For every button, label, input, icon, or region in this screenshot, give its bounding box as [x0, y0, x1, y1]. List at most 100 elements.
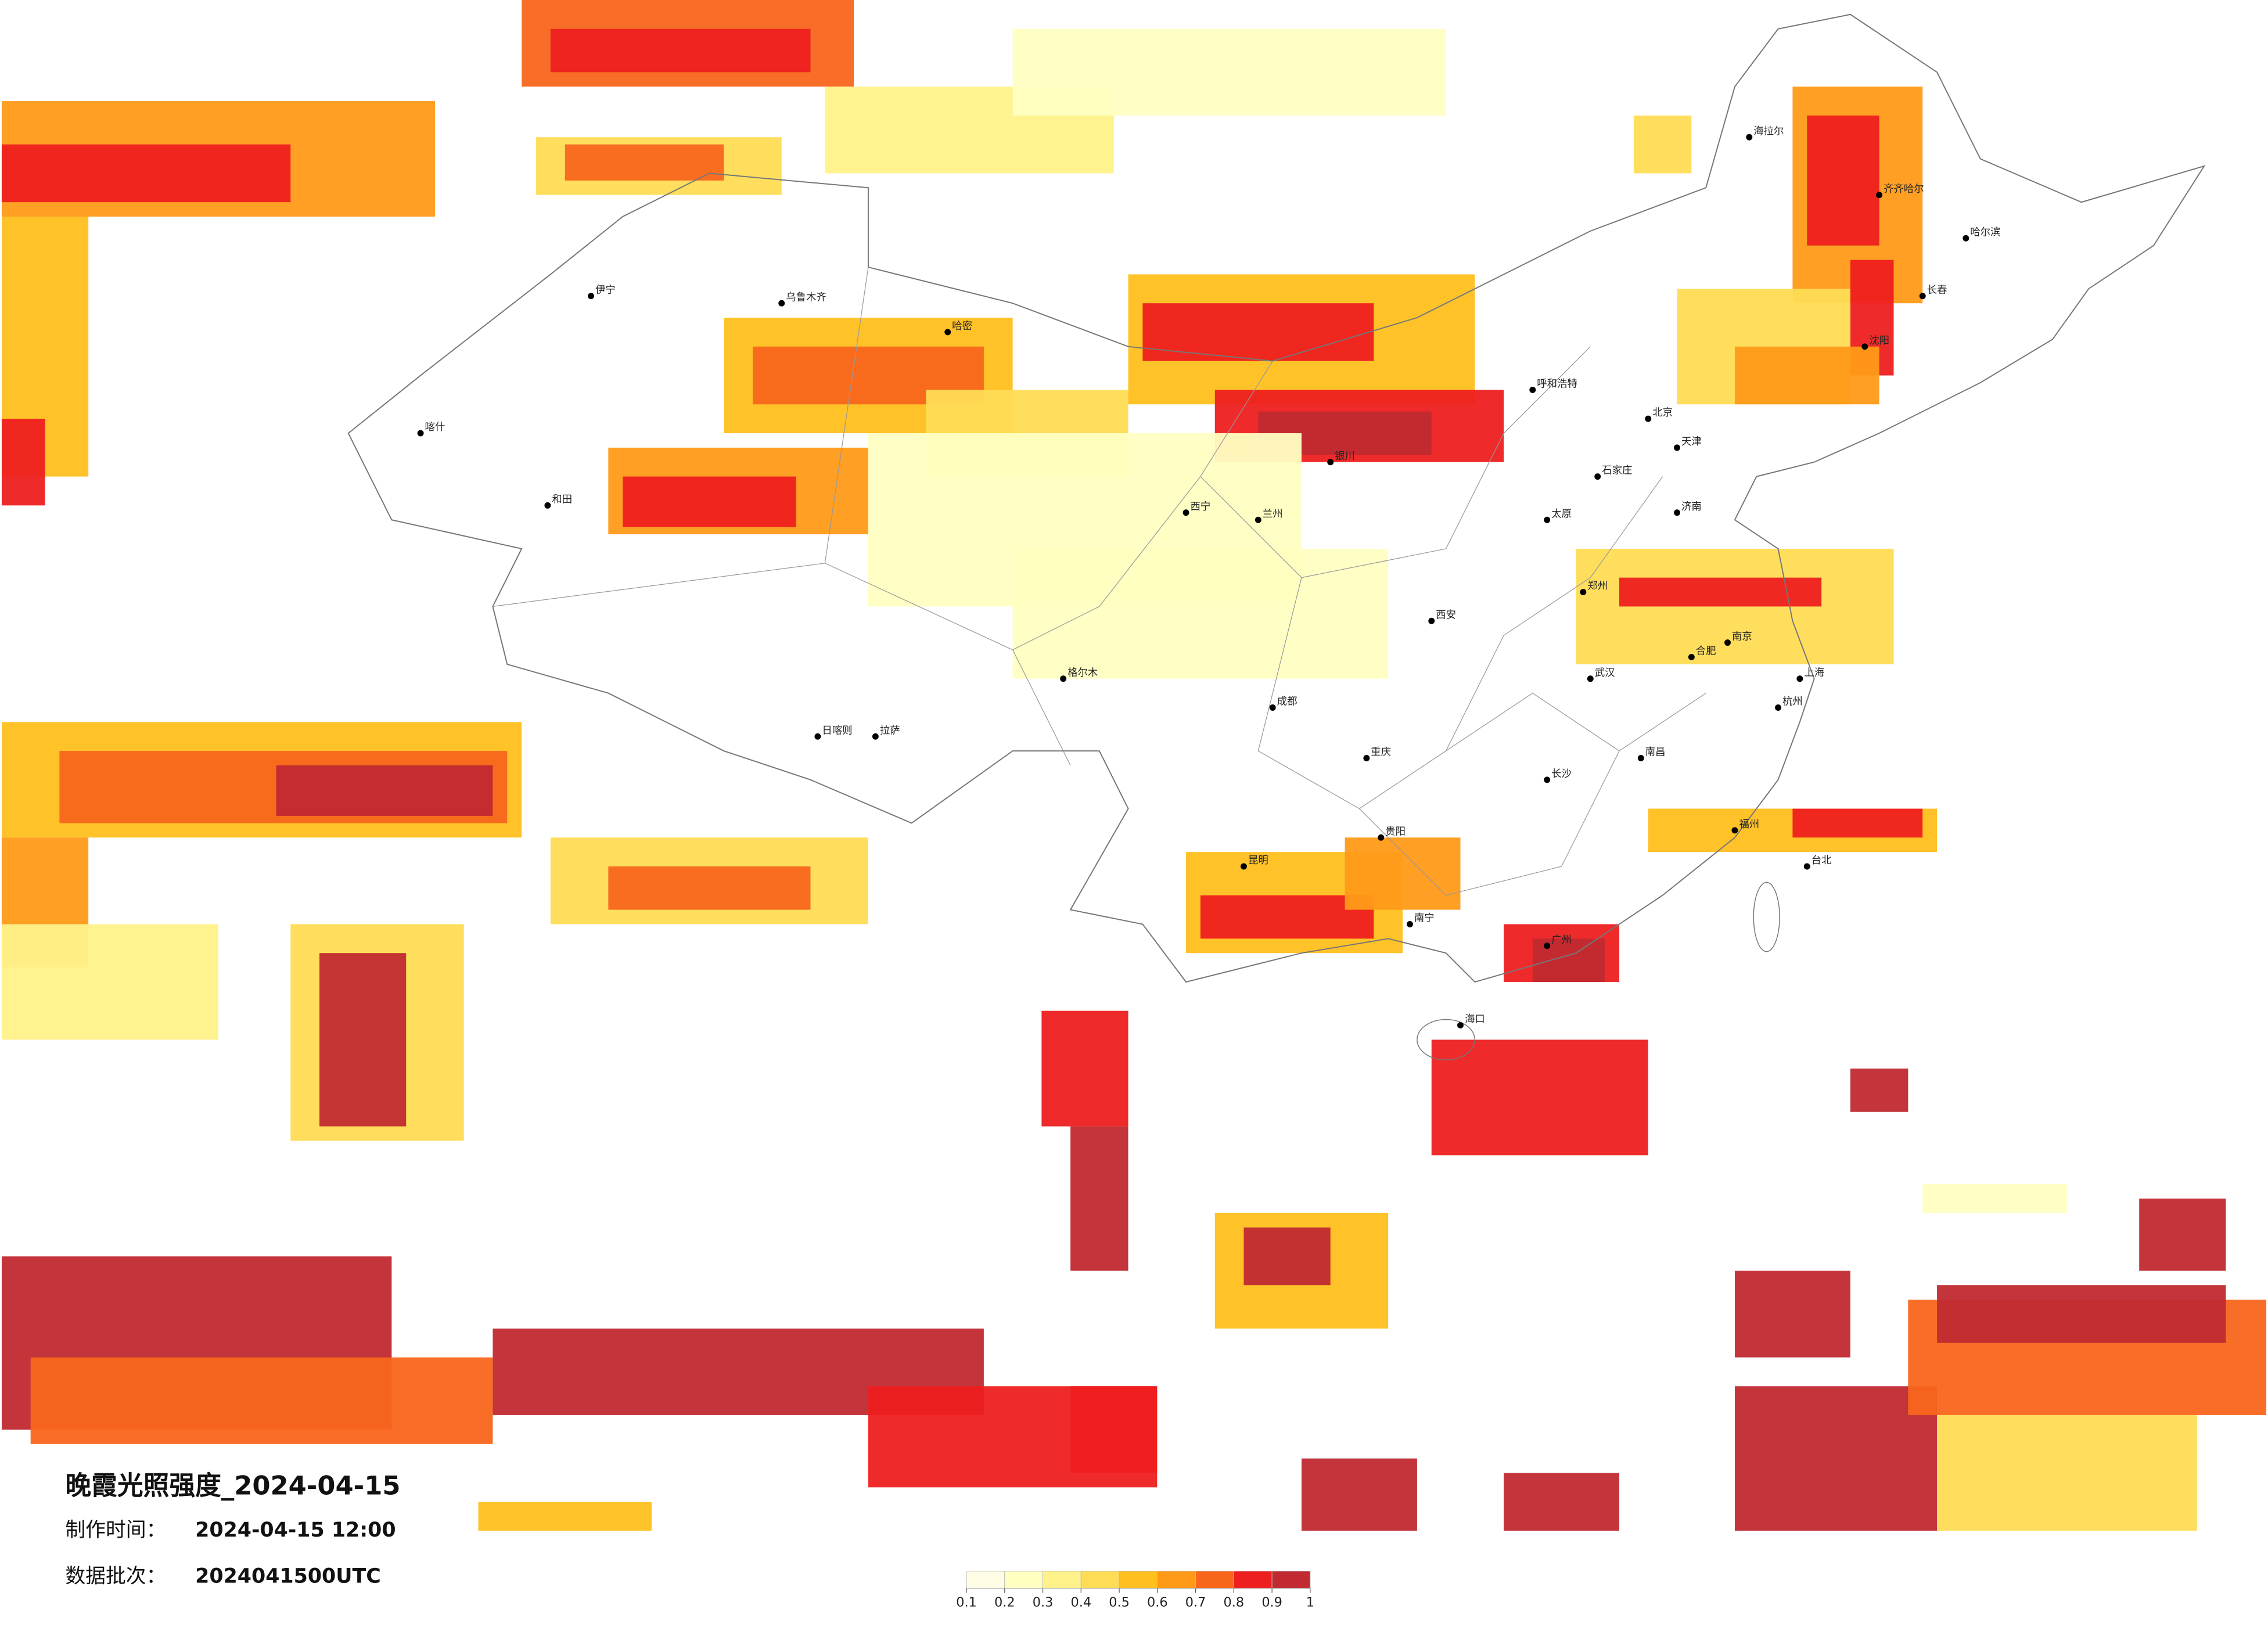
colorbar-tick-label: 0.4 — [1071, 1595, 1092, 1610]
province-borders — [493, 267, 1706, 896]
map-title: 晚霞光照强度_2024-04-15 — [65, 1470, 400, 1501]
city-label: 武汉 — [1595, 667, 1615, 679]
field-patch — [1345, 837, 1461, 910]
colorbar-tick-label: 0.3 — [1033, 1595, 1054, 1610]
field-patch — [1070, 1126, 1128, 1271]
colorbar-swatch — [1043, 1571, 1081, 1589]
city-label: 喀什 — [425, 422, 445, 433]
colorbar: 0.1 0.2 0.3 0.4 0.5 0.6 0.7 0.8 0.9 1 — [956, 1571, 1314, 1610]
city-label: 海拉尔 — [1753, 125, 1784, 137]
field-patch — [623, 476, 796, 527]
city-dot — [1645, 415, 1652, 422]
field-patch — [1734, 1271, 1850, 1358]
city-dot — [1963, 235, 1969, 242]
city-label: 银川 — [1335, 451, 1355, 462]
city-label: 格尔木 — [1067, 667, 1098, 679]
field-patch — [1619, 577, 1822, 607]
colorbar-swatch — [1195, 1571, 1234, 1589]
colorbar-swatch — [1119, 1571, 1158, 1589]
colorbar-swatch — [1233, 1571, 1273, 1589]
city-label: 和田 — [552, 494, 572, 505]
field-patch — [1922, 1184, 2067, 1213]
city-label: 西安 — [1436, 609, 1456, 621]
field-patch — [1431, 1039, 1648, 1156]
country-border — [347, 13, 2206, 983]
field-patch — [1504, 1473, 1620, 1531]
city-label: 南昌 — [1645, 747, 1666, 758]
city-label: 南宁 — [1414, 913, 1435, 924]
city-dot — [1688, 653, 1695, 660]
city-label: 长春 — [1927, 285, 1947, 296]
city-dot — [1544, 516, 1551, 523]
city-label: 长沙 — [1551, 768, 1572, 780]
city-dot — [1637, 755, 1644, 761]
city-dot — [1060, 675, 1067, 682]
city-label: 台北 — [1811, 855, 1832, 866]
field-patch — [1937, 1285, 2226, 1343]
city-dot — [1594, 473, 1601, 480]
colorbar-tick-label: 0.1 — [956, 1595, 977, 1610]
city-dot — [1775, 704, 1782, 711]
city-dot — [1919, 293, 1926, 300]
city-label: 西宁 — [1190, 501, 1210, 513]
city-label: 北京 — [1652, 407, 1673, 419]
field-patch — [2139, 1198, 2226, 1271]
city-label: 郑州 — [1587, 581, 1608, 592]
field-patch — [1142, 303, 1374, 361]
field-patch — [608, 866, 811, 910]
field-patch — [1, 144, 291, 203]
field-patch — [1070, 1386, 1158, 1473]
city-dot — [1587, 675, 1594, 682]
city-label: 日喀则 — [822, 725, 852, 736]
city-dot — [1876, 192, 1883, 199]
batch-label: 数据批次： — [65, 1564, 166, 1588]
city-dot — [1363, 755, 1370, 761]
field-patch — [1, 419, 45, 506]
colorbar-tick-label: 0.6 — [1147, 1595, 1168, 1610]
field-patch — [1850, 1069, 1908, 1112]
colorbar-tick-label: 1 — [1306, 1595, 1314, 1610]
field-patch — [1301, 1458, 1417, 1531]
colorbar-tick-label: 0.2 — [994, 1595, 1015, 1610]
city-dot — [814, 733, 821, 740]
field-patch — [276, 765, 493, 816]
city-dot — [1544, 942, 1551, 949]
city-label: 呼和浩特 — [1537, 378, 1577, 390]
city-label: 乌鲁木齐 — [786, 292, 826, 303]
city-label: 哈密 — [952, 321, 972, 332]
city-dot — [1457, 1022, 1464, 1029]
city-label: 广州 — [1551, 934, 1572, 946]
city-label: 福州 — [1739, 819, 1759, 830]
city-dot — [1269, 704, 1276, 711]
colorbar-tick-label: 0.8 — [1224, 1595, 1245, 1610]
field-patch — [1243, 1227, 1331, 1286]
intensity-field — [1, 0, 2267, 1531]
field-patch — [1200, 895, 1374, 939]
colorbar-swatch — [1004, 1571, 1044, 1589]
field-patch — [1734, 1386, 1938, 1531]
city-dot — [1529, 386, 1536, 393]
field-patch — [1633, 115, 1692, 174]
city-label: 杭州 — [1782, 696, 1803, 708]
field-patch — [319, 953, 407, 1127]
city-label: 上海 — [1804, 667, 1824, 679]
city-label: 贵阳 — [1385, 826, 1406, 837]
colorbar-tick-label: 0.5 — [1109, 1595, 1130, 1610]
city-dot — [1182, 509, 1189, 516]
city-label: 齐齐哈尔 — [1884, 184, 1924, 195]
city-dot — [1724, 639, 1731, 646]
field-patch — [1937, 1415, 2197, 1531]
city-label: 太原 — [1551, 508, 1572, 520]
city-dot — [1746, 134, 1753, 141]
field-patch — [1012, 28, 1446, 116]
city-label: 合肥 — [1696, 645, 1716, 657]
city-label: 拉萨 — [880, 725, 900, 736]
city-label: 天津 — [1681, 436, 1702, 448]
city-label: 沈阳 — [1869, 335, 1889, 347]
city-dot — [1861, 343, 1868, 350]
taiwan-border — [1753, 882, 1780, 952]
city-dot — [1406, 921, 1413, 927]
batch-value: 2024041500UTC — [195, 1564, 381, 1588]
